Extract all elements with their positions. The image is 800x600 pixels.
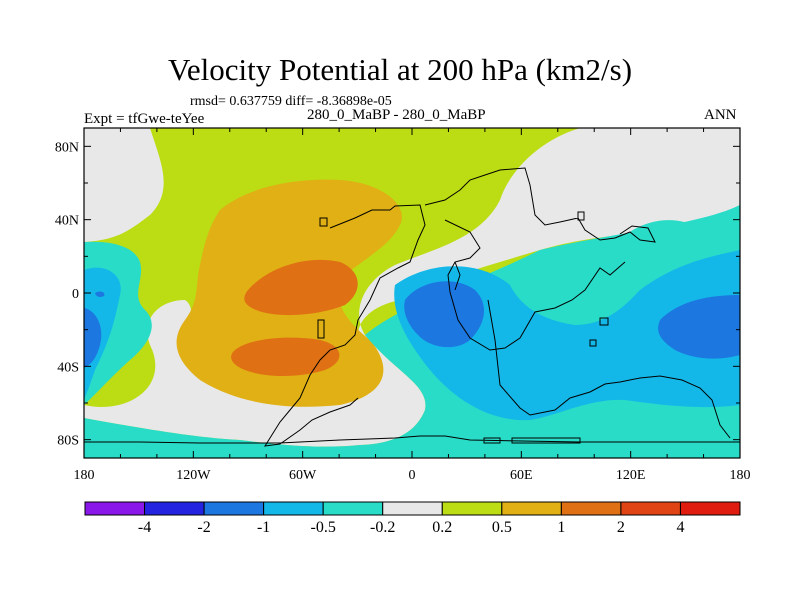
- axis-ticks: 180 120W 60W 0 60E 120E 180 80N 40N 0 40S 80S: [55, 128, 751, 483]
- colorbar-swatch: [84, 501, 146, 516]
- colorbar: [84, 501, 741, 516]
- y-tick-label: 0: [72, 287, 79, 302]
- colorbar-swatch: [263, 501, 324, 516]
- x-tick-label: 180: [74, 468, 95, 483]
- plot-area: [84, 128, 740, 458]
- colorbar-swatch: [501, 501, 562, 516]
- y-tick-label: 40S: [57, 360, 79, 375]
- x-tick-label: 60E: [510, 468, 533, 483]
- fill-region-blue: [84, 281, 740, 368]
- fill-region-orange-south: [231, 337, 340, 376]
- x-tick-label: 180: [730, 468, 751, 483]
- colorbar-swatch: [441, 501, 503, 516]
- colorbar-swatch: [203, 501, 265, 516]
- colorbar-label: 0.2: [432, 519, 453, 536]
- x-tick-label: 120E: [616, 468, 646, 483]
- colorbar-swatch: [382, 501, 443, 516]
- colorbar-label: 0.5: [491, 519, 512, 536]
- colorbar-label: -1: [256, 519, 271, 536]
- colorbar-label: 1: [557, 519, 566, 536]
- chart-title: Velocity Potential at 200 hPa (km2/s): [167, 52, 633, 87]
- x-tick-label: 0: [409, 468, 416, 483]
- colorbar-swatch: [679, 501, 741, 516]
- colorbar-swatch: [560, 501, 622, 516]
- stats-text: rmsd= 0.637759 diff= -8.36898e-05: [190, 94, 392, 109]
- colorbar-label: -4: [137, 519, 152, 536]
- colorbar-label: -2: [197, 519, 211, 536]
- coastline: [84, 167, 740, 447]
- fill-region-cyan: [84, 250, 740, 421]
- fill-region-orange-north: [244, 259, 358, 316]
- colorbar-label: -0.2: [370, 519, 396, 536]
- case-label: 280_0_MaBP - 280_0_MaBP: [307, 107, 486, 123]
- y-tick-label: 80N: [55, 140, 79, 155]
- colorbar-label: 4: [676, 519, 685, 536]
- colorbar-swatch: [620, 501, 681, 516]
- colorbar-swatch: [322, 501, 384, 516]
- experiment-label: Expt = tfGwe-teYee: [84, 111, 205, 127]
- colorbar-swatch: [144, 501, 205, 516]
- colorbar-label: 2: [616, 519, 625, 536]
- x-tick-label: 60W: [289, 468, 317, 483]
- x-tick-label: 120W: [176, 468, 211, 483]
- colorbar-label: -0.5: [310, 519, 336, 536]
- y-tick-label: 40N: [55, 214, 79, 229]
- season-label: ANN: [704, 107, 737, 123]
- y-tick-label: 80S: [57, 434, 79, 449]
